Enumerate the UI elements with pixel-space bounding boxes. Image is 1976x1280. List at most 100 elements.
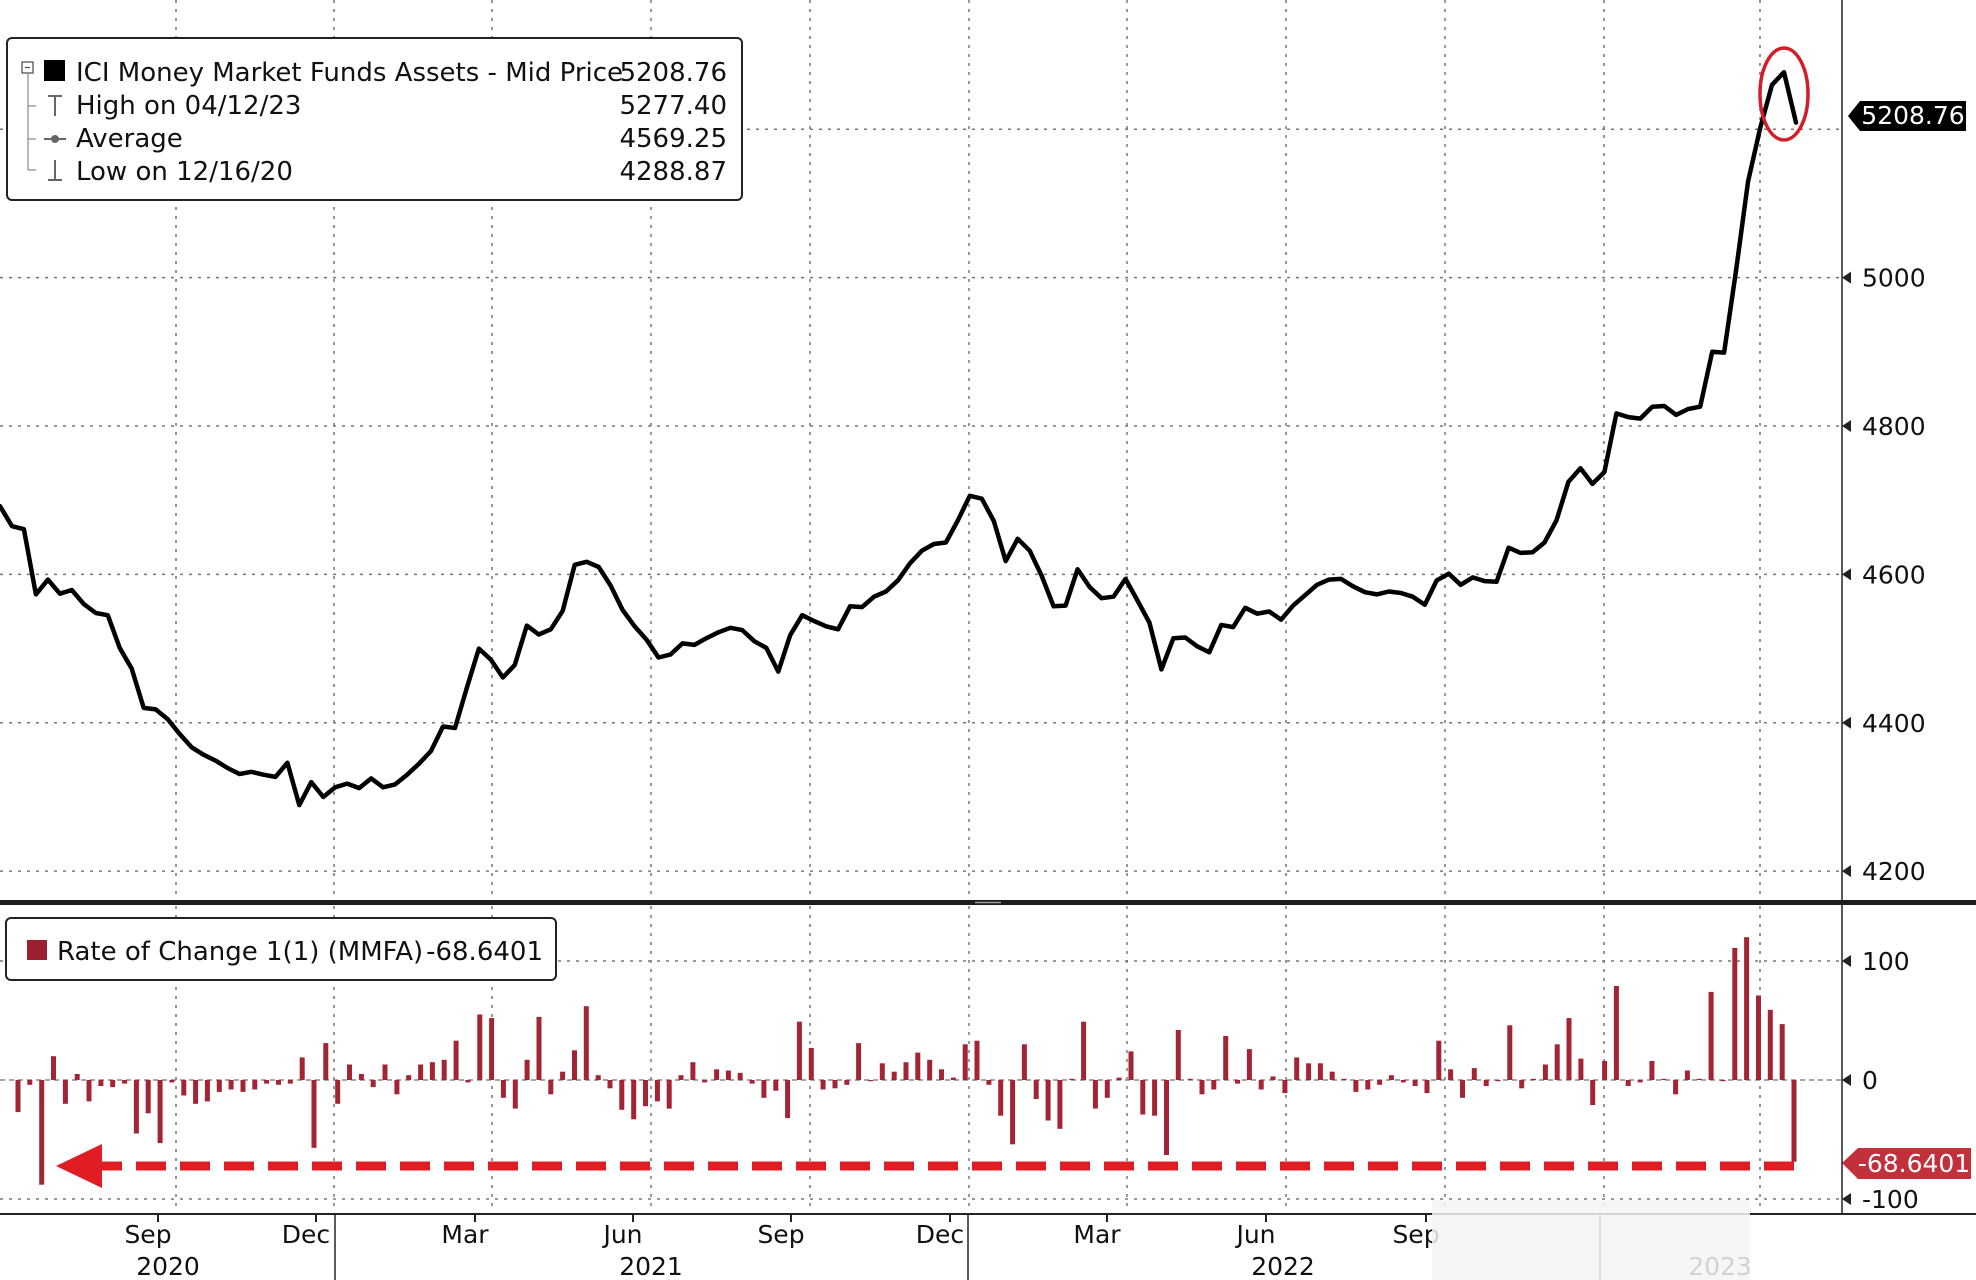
roc-bar	[228, 1080, 234, 1090]
roc-bar	[1531, 1078, 1536, 1080]
roc-bar	[1164, 1080, 1169, 1155]
roc-bar	[1744, 937, 1750, 1080]
roc-bar	[193, 1080, 199, 1104]
roc-bar	[631, 1080, 637, 1120]
roc-bar	[607, 1080, 613, 1089]
roc-bar	[86, 1080, 92, 1102]
roc-bar	[1542, 1064, 1548, 1080]
roc-bar	[465, 1080, 471, 1083]
roc-bar	[264, 1080, 270, 1084]
roc-bar	[1756, 995, 1761, 1080]
y-tick-mark	[1842, 1193, 1851, 1205]
roc-bar	[1365, 1080, 1371, 1090]
roc-bar	[939, 1069, 944, 1080]
roc-bar	[1720, 1080, 1726, 1082]
y-tick-mark	[1842, 1074, 1851, 1086]
roc-bar	[1128, 1051, 1134, 1080]
roc-bar	[15, 1080, 21, 1113]
roc-bar	[666, 1080, 672, 1109]
y-tick-label: -100	[1862, 1185, 1919, 1214]
roc-bar	[1021, 1044, 1027, 1080]
roc-bar	[950, 1077, 956, 1080]
roc-bar	[1708, 991, 1714, 1080]
roc-bar	[1483, 1080, 1489, 1086]
roc-bars	[15, 937, 1797, 1185]
roc-bar	[915, 1052, 921, 1080]
roc-bar	[1057, 1080, 1063, 1129]
roc-bar	[536, 1016, 542, 1080]
roc-bar	[1767, 1009, 1773, 1080]
roc-bar	[429, 1062, 435, 1080]
roc-bar	[678, 1075, 684, 1080]
price-series-line	[0, 69, 1799, 808]
roc-legend-label: Rate of Change 1(1) (MMFA)	[57, 937, 423, 967]
roc-bar	[27, 1080, 33, 1085]
roc-bar	[927, 1059, 933, 1080]
legend-high-label: High on 04/12/23	[76, 91, 301, 121]
roc-bar	[1424, 1080, 1430, 1094]
roc-bar	[714, 1069, 720, 1080]
roc-bar	[39, 1080, 45, 1185]
roc-bar	[1673, 1080, 1679, 1095]
price-y-axis: 5000 4800 4600 4400 4200	[1842, 264, 1926, 886]
roc-bar	[133, 1080, 139, 1134]
roc-bar	[323, 1043, 329, 1080]
roc-bar	[1270, 1076, 1276, 1080]
roc-bar	[1590, 1080, 1596, 1105]
roc-bar	[1649, 1061, 1655, 1080]
x-month-label: Sep	[124, 1220, 171, 1249]
roc-bar	[643, 1080, 648, 1107]
collapse-toggle-icon[interactable]	[21, 61, 34, 74]
x-month-label: Sep	[1392, 1220, 1439, 1249]
roc-bar	[903, 1062, 909, 1080]
roc-bar	[962, 1044, 968, 1080]
roc-bar	[844, 1080, 850, 1085]
roc-bar	[1578, 1058, 1584, 1080]
legend-average-value: 4569.25	[619, 124, 727, 154]
roc-bar	[583, 1006, 589, 1080]
roc-bar	[1116, 1077, 1122, 1080]
roc-last-badge: -68.6401	[1842, 1148, 1971, 1179]
roc-bar	[796, 1021, 802, 1080]
average-marker-icon	[44, 135, 66, 143]
legend-last-value: 5208.76	[619, 58, 727, 88]
x-month-label: Jun	[1234, 1220, 1275, 1249]
legend-high-value: 5277.40	[619, 91, 727, 121]
roc-bar	[1684, 1070, 1690, 1080]
y-tick-label: 100	[1862, 947, 1910, 976]
roc-bar	[725, 1070, 731, 1080]
decline-arrow	[56, 1144, 1794, 1188]
roc-bar	[1412, 1080, 1418, 1086]
high-marker-icon	[48, 95, 62, 116]
peak-highlight-circle	[1758, 46, 1810, 142]
price-last-badge: 5208.76	[1848, 101, 1966, 131]
roc-bar	[1388, 1075, 1394, 1080]
roc-bar	[287, 1080, 293, 1084]
legend-low-value: 4288.87	[619, 157, 727, 187]
x-year-label: 2021	[619, 1252, 683, 1280]
roc-bar	[808, 1047, 814, 1080]
y-tick-label: 0	[1862, 1066, 1878, 1095]
roc-bar	[761, 1080, 767, 1098]
roc-bar	[382, 1064, 388, 1080]
roc-bar	[1140, 1080, 1146, 1115]
roc-bar	[1791, 1080, 1797, 1162]
x-month-label: Sep	[757, 1220, 804, 1249]
roc-bar	[1400, 1080, 1406, 1083]
y-tick-mark	[1842, 271, 1851, 284]
roc-bar	[1566, 1018, 1572, 1080]
roc-bar	[1092, 1080, 1098, 1109]
roc-bar	[1436, 1040, 1442, 1080]
y-tick-label: 4400	[1862, 709, 1926, 738]
roc-bar	[1187, 1078, 1193, 1080]
y-tick-mark	[1842, 955, 1851, 967]
roc-bar	[1199, 1080, 1205, 1095]
y-tick-label: 4600	[1862, 560, 1926, 589]
roc-bar	[1211, 1080, 1217, 1090]
roc-bar	[1282, 1080, 1288, 1094]
roc-bar	[1175, 1030, 1181, 1080]
legend-low-label: Low on 12/16/20	[76, 157, 293, 187]
roc-bar	[1329, 1071, 1335, 1080]
roc-last-value: -68.6401	[1858, 1149, 1970, 1178]
